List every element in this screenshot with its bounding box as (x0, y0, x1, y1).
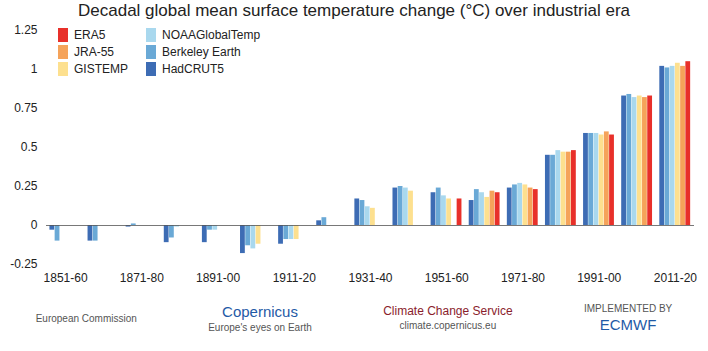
svg-text:1991-00: 1991-00 (577, 271, 621, 285)
svg-text:1931-40: 1931-40 (348, 271, 392, 285)
html-text:Berkeley Earth: Berkeley Earth (162, 45, 241, 59)
svg-text:1871-80: 1871-80 (120, 271, 164, 285)
html-text:ERA5: ERA5 (74, 28, 106, 42)
html-text:Climate Change Service: Climate Change Service (383, 303, 513, 318)
html-text:Decadal global mean surface te: Decadal global mean surface temperature … (78, 1, 630, 20)
html-text:NOAAGlobalTemp: NOAAGlobalTemp (162, 28, 261, 42)
svg-text:1971-80: 1971-80 (501, 271, 545, 285)
html-text:European Commission: European Commission (35, 312, 137, 324)
html-text:GISTEMP: GISTEMP (74, 62, 128, 76)
svg-text:0.5: 0.5 (21, 140, 38, 154)
html-text:Copernicus: Copernicus (222, 302, 298, 320)
svg-text:1891-00: 1891-00 (196, 271, 240, 285)
html-text:ECMWF: ECMWF (599, 315, 657, 333)
html-text:IMPLEMENTED BY: IMPLEMENTED BY (583, 302, 673, 314)
svg-text:0: 0 (31, 218, 38, 232)
svg-text:0.25: 0.25 (14, 179, 38, 193)
svg-text:1: 1 (31, 62, 38, 76)
html-text:Europe's eyes on Earth: Europe's eyes on Earth (208, 322, 312, 334)
svg-text:-0.25: -0.25 (10, 257, 38, 271)
svg-text:1851-60: 1851-60 (44, 271, 88, 285)
svg-text:1911-20: 1911-20 (273, 271, 316, 285)
svg-text:0.75: 0.75 (14, 101, 38, 115)
html-text:climate.copernicus.eu: climate.copernicus.eu (399, 320, 497, 332)
svg-text:2011-20: 2011-20 (654, 271, 697, 285)
svg-text:1951-60: 1951-60 (425, 271, 469, 285)
html-text:HadCRUT5: HadCRUT5 (162, 62, 224, 76)
svg-text:1.25: 1.25 (14, 23, 38, 37)
html-text:JRA-55: JRA-55 (74, 45, 114, 59)
